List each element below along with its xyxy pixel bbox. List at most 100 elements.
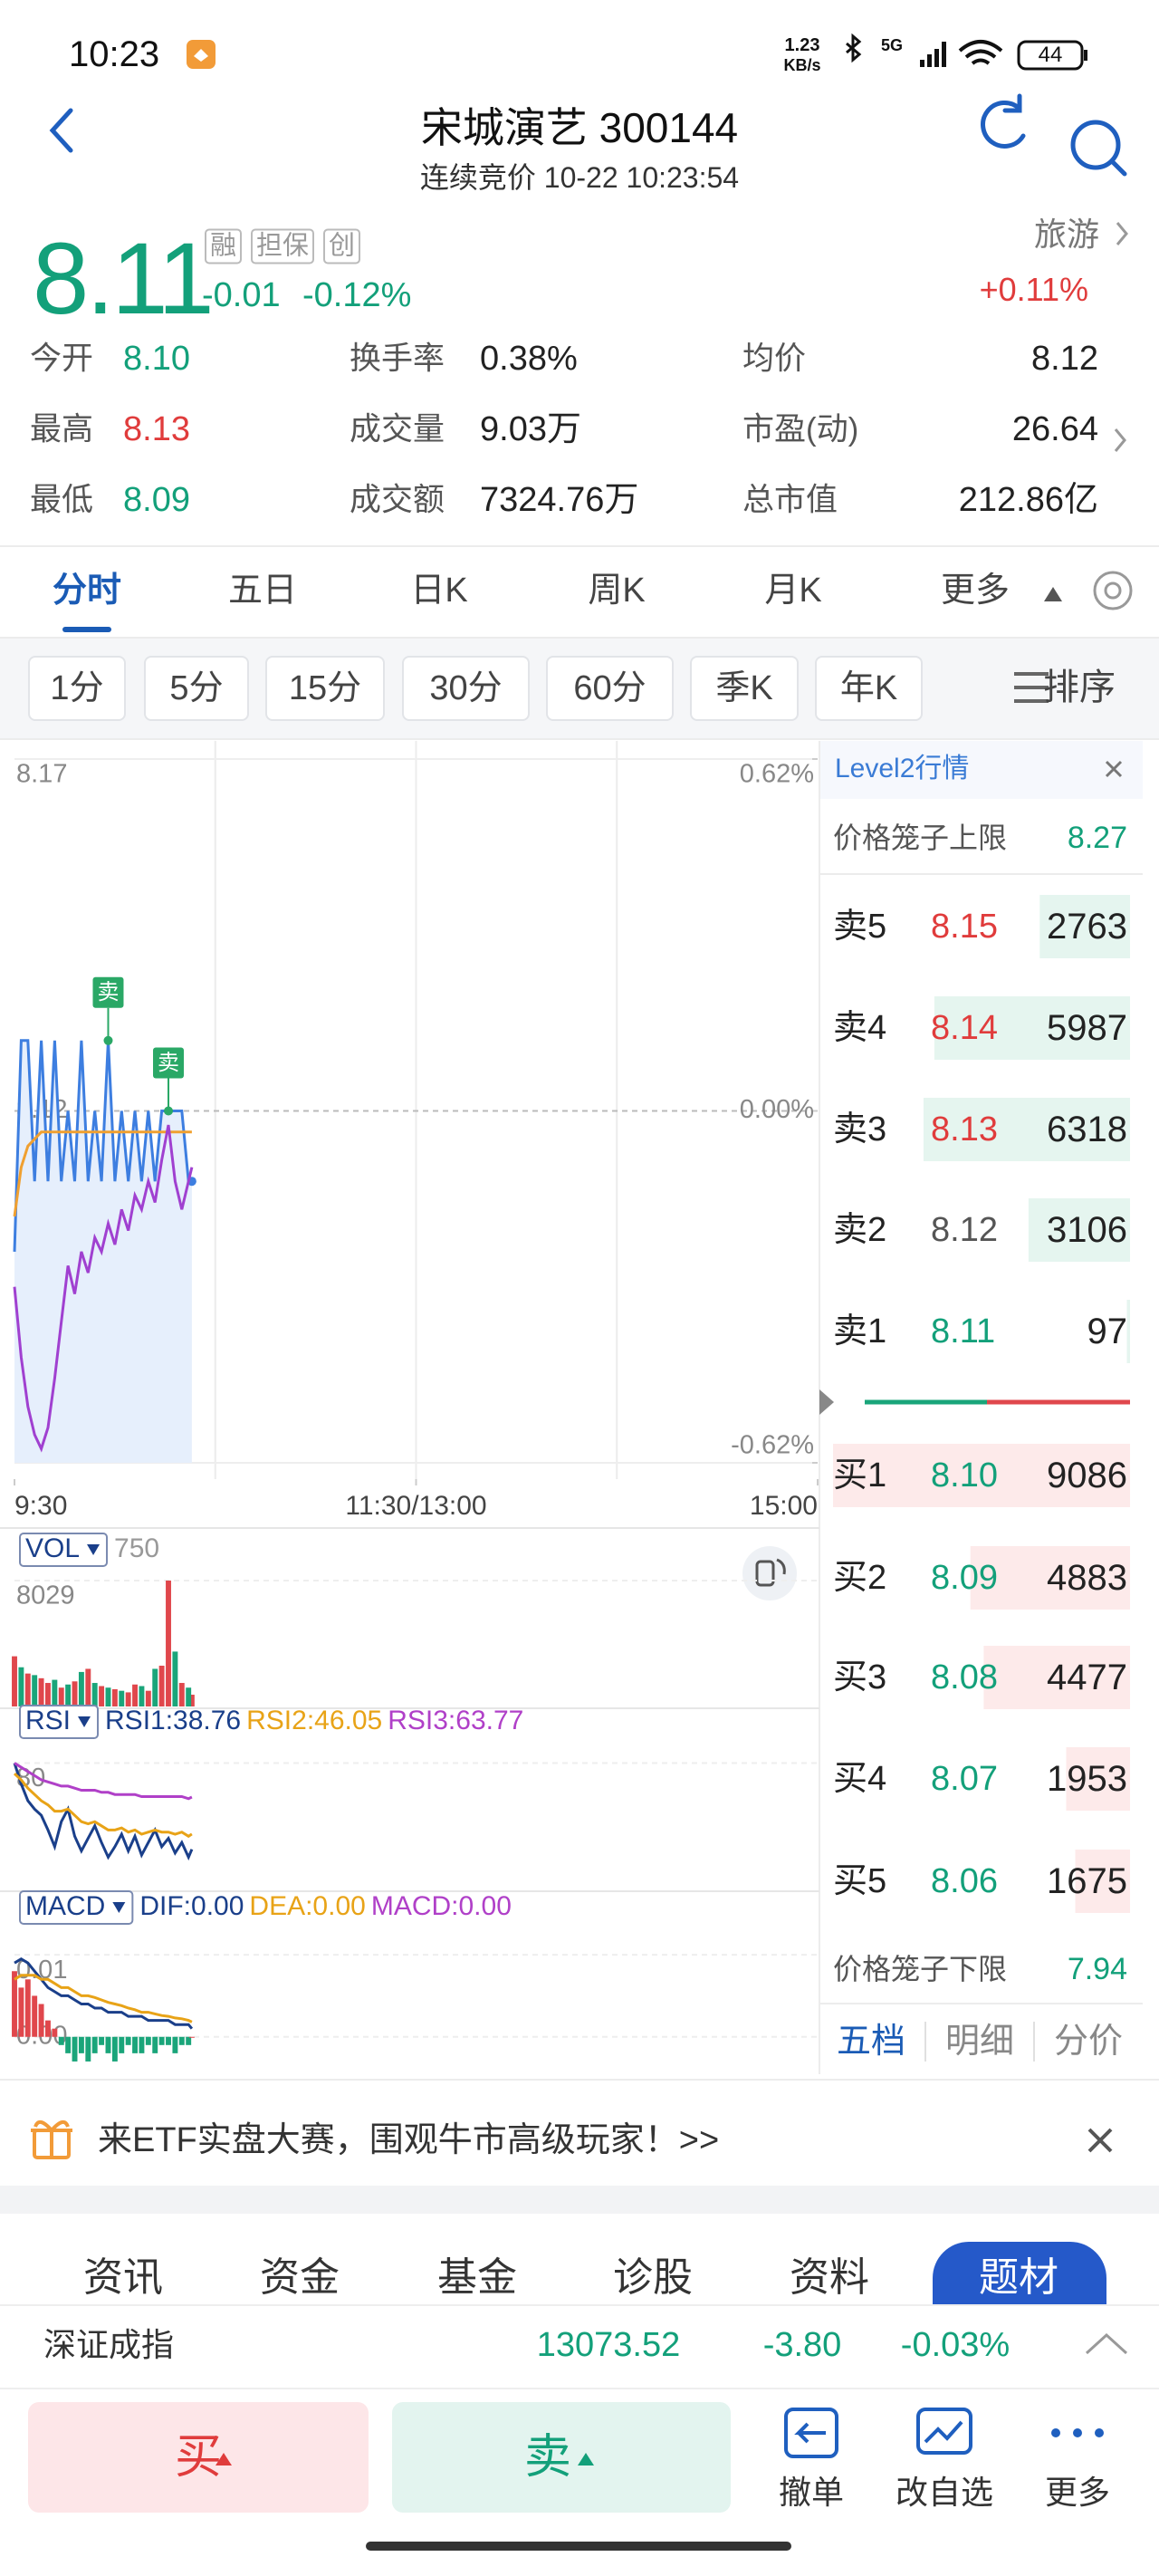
sort-button[interactable]: 排序 [1043, 668, 1116, 707]
section-tab[interactable]: 资讯 [83, 2255, 163, 2300]
more-icon[interactable] [1051, 2428, 1104, 2437]
sector-name[interactable]: 旅游 [1033, 216, 1099, 253]
period-label[interactable]: 30分 [429, 669, 503, 707]
banner-close[interactable] [1087, 2128, 1113, 2153]
volume-bar [145, 1690, 151, 1706]
upper-limit-value: 8.27 [1067, 821, 1127, 855]
sector-chevron[interactable] [1116, 222, 1128, 245]
lower-limit-value: 7.94 [1067, 1952, 1127, 1986]
action-label[interactable]: 改自选 [895, 2474, 994, 2511]
stats-chevron[interactable] [1114, 428, 1126, 452]
cancel-order-icon[interactable] [784, 2408, 838, 2458]
stat-label: 最高 [30, 411, 94, 447]
buy-label[interactable]: 买 [174, 2431, 223, 2484]
chart-tab[interactable]: 更多 [940, 572, 1011, 610]
indicator-dropdown [112, 1902, 126, 1913]
banner-text[interactable]: 来ETF实盘大赛，围观牛市高级玩家！>> [98, 2121, 720, 2159]
index-expand[interactable] [1085, 2332, 1128, 2355]
section-tab[interactable]: 题材 [979, 2255, 1058, 2300]
lower-limit-label: 价格笼子下限 [833, 1953, 1008, 1985]
settings-button[interactable] [1093, 571, 1133, 610]
quote-tag: 融 [205, 228, 243, 264]
x-tick-label: 15:00 [750, 1491, 818, 1521]
level2-close[interactable] [1105, 760, 1123, 778]
volume-bar [172, 1651, 178, 1706]
chart-tab[interactable]: 日K [410, 572, 468, 610]
stat-label: 今开 [30, 341, 94, 377]
sell-arrow [578, 2453, 594, 2465]
period-label[interactable]: 60分 [573, 669, 647, 707]
indicator-selector[interactable] [19, 1890, 134, 1925]
book-tab[interactable]: 五档 [836, 2023, 906, 2061]
section-tab[interactable]: 资金 [260, 2255, 340, 2300]
trade-marker-point [164, 1106, 174, 1116]
search-button[interactable] [1070, 120, 1121, 170]
clock: 10:23 [69, 34, 160, 74]
bluetooth-icon [846, 33, 862, 63]
stat-value: 212.86亿 [958, 481, 1098, 519]
volume-bar [18, 1667, 24, 1706]
period-button[interactable] [402, 656, 530, 721]
indicator-name: VOL [25, 1533, 80, 1563]
refresh-button[interactable] [981, 93, 1026, 149]
stat-label: 均价 [742, 341, 807, 377]
period-label[interactable]: 5分 [169, 669, 224, 707]
series-line [14, 1974, 193, 2023]
back-button[interactable] [49, 108, 73, 153]
chart-tab[interactable]: 五日 [227, 572, 298, 610]
macd-bar [18, 1987, 24, 2037]
chart-tab[interactable]: 分时 [52, 572, 122, 610]
sell-label[interactable]: 卖 [523, 2431, 572, 2484]
chart-tab[interactable]: 周K [588, 572, 646, 610]
macd-bar [132, 2036, 139, 2053]
indicator-selector[interactable] [19, 1705, 100, 1739]
action-label[interactable]: 更多 [1044, 2474, 1111, 2511]
period-button[interactable] [546, 656, 674, 721]
selected-section-pill[interactable] [933, 2242, 1106, 2304]
trade-marker [153, 1047, 185, 1079]
sell-button[interactable] [392, 2402, 731, 2513]
more-arrow[interactable] [1044, 587, 1062, 601]
spread-arrow[interactable] [819, 1389, 834, 1415]
indicator-selector[interactable] [19, 1533, 109, 1567]
level-price: 8.06 [931, 1862, 998, 1900]
section-tab[interactable]: 资料 [790, 2255, 869, 2300]
period-button[interactable] [690, 656, 799, 721]
sort-icon[interactable] [1014, 672, 1049, 703]
index-bar [0, 2304, 1159, 2389]
gray-gap [0, 2186, 1159, 2214]
battery-level: 44 [1038, 43, 1063, 67]
tab-underline [62, 627, 111, 632]
period-label[interactable]: 1分 [50, 669, 104, 707]
book-tab[interactable]: 明细 [944, 2023, 1015, 2061]
sector-change: +0.11% [979, 271, 1088, 308]
rotate-button[interactable] [742, 1546, 797, 1600]
period-label[interactable]: 季K [715, 669, 773, 707]
indicator-readout: 750 [114, 1533, 159, 1563]
x-tick-label: 9:30 [14, 1491, 67, 1521]
indicator-name: MACD [25, 1891, 105, 1921]
volume-bar [186, 1687, 192, 1706]
watchlist-icon[interactable] [916, 2408, 972, 2455]
volume-bar [132, 1684, 139, 1706]
level-label: 卖3 [833, 1110, 887, 1149]
trade-marker-label: 卖 [97, 980, 119, 1004]
period-button[interactable] [28, 656, 126, 721]
indicator-dropdown [78, 1716, 91, 1727]
volume-bar [152, 1668, 158, 1706]
period-button[interactable] [265, 656, 385, 721]
level-price: 8.13 [931, 1110, 998, 1149]
section-tab[interactable]: 基金 [437, 2255, 517, 2300]
chart-tab[interactable]: 月K [764, 572, 822, 610]
action-label[interactable]: 撤单 [778, 2474, 845, 2511]
stat-value: 9.03万 [480, 410, 581, 448]
buy-button[interactable] [28, 2402, 369, 2513]
period-label[interactable]: 15分 [288, 669, 362, 707]
period-button[interactable] [144, 656, 249, 721]
period-label[interactable]: 年K [839, 669, 898, 707]
period-button[interactable] [815, 656, 923, 721]
book-tab[interactable]: 分价 [1053, 2023, 1124, 2061]
section-tab[interactable]: 诊股 [613, 2255, 693, 2300]
level2-title: Level2行情 [835, 754, 970, 783]
stat-value: 0.38% [480, 340, 578, 378]
